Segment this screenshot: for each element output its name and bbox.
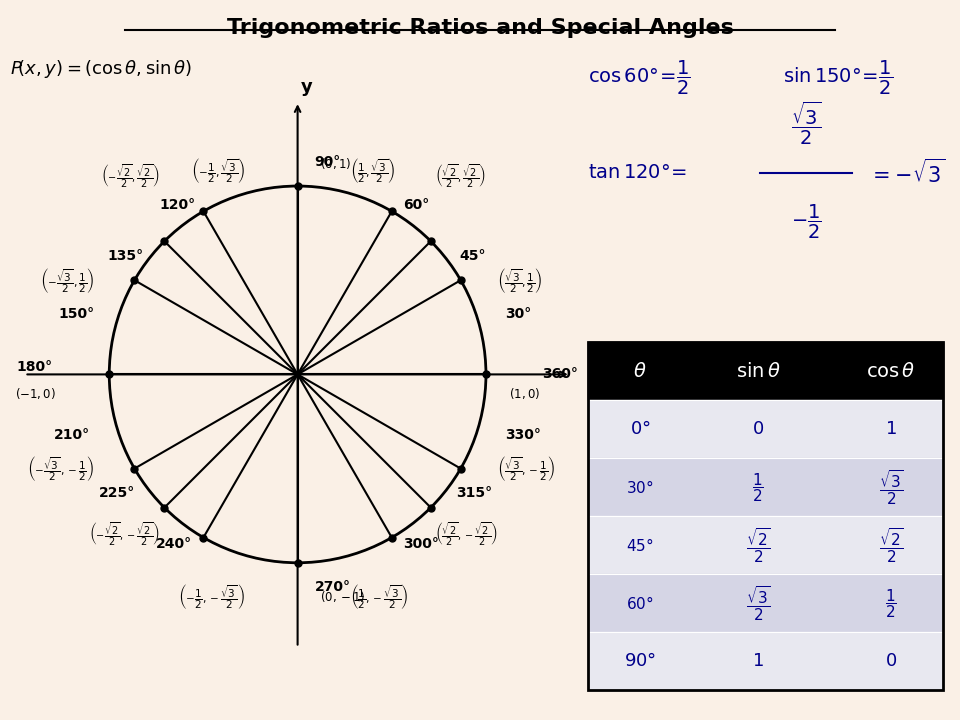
Bar: [588, 400, 943, 458]
Text: $(0,1)$: $(0,1)$: [321, 156, 351, 171]
Text: $\left(\dfrac{\sqrt{3}}{2},\dfrac{1}{2}\right)$: $\left(\dfrac{\sqrt{3}}{2},\dfrac{1}{2}\…: [497, 266, 542, 294]
Text: $\dfrac{\sqrt{3}}{2}$: $\dfrac{\sqrt{3}}{2}$: [878, 468, 903, 507]
Bar: [588, 575, 943, 632]
Text: $(-1,0)$: $(-1,0)$: [15, 386, 56, 401]
Text: $\left(\dfrac{1}{2},-\dfrac{\sqrt{3}}{2}\right)$: $\left(\dfrac{1}{2},-\dfrac{\sqrt{3}}{2}…: [350, 582, 409, 611]
Text: $90°$: $90°$: [624, 652, 656, 670]
Text: 360°: 360°: [542, 367, 578, 382]
Text: 210°: 210°: [55, 428, 90, 441]
Text: 135°: 135°: [107, 248, 143, 263]
Text: $\dfrac{1}{2}$: $\dfrac{1}{2}$: [753, 471, 764, 503]
Text: 45°: 45°: [460, 248, 486, 263]
Text: 90°: 90°: [315, 155, 341, 168]
Text: $\left(-\dfrac{\sqrt{3}}{2},\dfrac{1}{2}\right)$: $\left(-\dfrac{\sqrt{3}}{2},\dfrac{1}{2}…: [40, 266, 94, 294]
Text: 315°: 315°: [456, 486, 492, 500]
Text: 60°: 60°: [403, 198, 429, 212]
Text: $45°$: $45°$: [626, 536, 654, 554]
Text: Trigonometric Ratios and Special Angles: Trigonometric Ratios and Special Angles: [227, 18, 733, 38]
Text: 300°: 300°: [403, 537, 439, 551]
Text: $\left(\dfrac{\sqrt{3}}{2},-\dfrac{1}{2}\right)$: $\left(\dfrac{\sqrt{3}}{2},-\dfrac{1}{2}…: [497, 454, 556, 483]
Text: $(0,-1)$: $(0,-1)$: [321, 589, 366, 604]
Text: $0$: $0$: [885, 652, 898, 670]
Text: $\dfrac{\sqrt{2}}{2}$: $\dfrac{\sqrt{2}}{2}$: [746, 526, 771, 564]
Text: $\left(\dfrac{1}{2},\dfrac{\sqrt{3}}{2}\right)$: $\left(\dfrac{1}{2},\dfrac{\sqrt{3}}{2}\…: [350, 156, 396, 186]
Text: 120°: 120°: [159, 198, 196, 212]
Text: $0$: $0$: [753, 420, 764, 438]
Text: $\tan 120°\!=\!$: $\tan 120°\!=\!$: [588, 163, 686, 182]
Text: 330°: 330°: [505, 428, 540, 441]
Text: 270°: 270°: [315, 580, 350, 594]
Text: $0°$: $0°$: [630, 420, 650, 438]
Text: $\sin\theta$: $\sin\theta$: [736, 361, 780, 381]
Text: $\left(-\dfrac{\sqrt{2}}{2},-\dfrac{\sqrt{2}}{2}\right)$: $\left(-\dfrac{\sqrt{2}}{2},-\dfrac{\sqr…: [89, 521, 160, 549]
Bar: [588, 516, 943, 575]
Text: $1$: $1$: [885, 420, 898, 438]
Text: $\cos 60°\!=\!\dfrac{1}{2}$: $\cos 60°\!=\!\dfrac{1}{2}$: [588, 59, 690, 96]
Text: $\theta$: $\theta$: [634, 361, 647, 381]
Text: $=\!-\!\sqrt{3}$: $=\!-\!\sqrt{3}$: [868, 158, 946, 187]
Text: $\cos\theta$: $\cos\theta$: [867, 361, 916, 381]
Text: $\dfrac{\sqrt{3}}{2}$: $\dfrac{\sqrt{3}}{2}$: [746, 584, 771, 623]
Text: $1$: $1$: [753, 652, 764, 670]
Text: 180°: 180°: [16, 360, 53, 374]
Text: 240°: 240°: [156, 537, 192, 551]
Text: $-\dfrac{1}{2}$: $-\dfrac{1}{2}$: [791, 203, 822, 240]
Bar: [588, 458, 943, 516]
Bar: [588, 632, 943, 690]
Text: $\dfrac{1}{2}$: $\dfrac{1}{2}$: [885, 587, 897, 620]
Bar: [588, 342, 943, 400]
Text: $\sin 150°\!=\!\dfrac{1}{2}$: $\sin 150°\!=\!\dfrac{1}{2}$: [783, 59, 894, 96]
Text: $\left(-\dfrac{1}{2},\dfrac{\sqrt{3}}{2}\right)$: $\left(-\dfrac{1}{2},\dfrac{\sqrt{3}}{2}…: [191, 156, 245, 186]
Text: 225°: 225°: [100, 486, 135, 500]
Text: 30°: 30°: [505, 307, 531, 321]
Text: $P\!\left(x,y\right)=\left(\cos\theta,\sin\theta\right)$: $P\!\left(x,y\right)=\left(\cos\theta,\s…: [10, 58, 192, 80]
Text: $\left(-\dfrac{\sqrt{2}}{2},\dfrac{\sqrt{2}}{2}\right)$: $\left(-\dfrac{\sqrt{2}}{2},\dfrac{\sqrt…: [101, 163, 160, 190]
Text: 150°: 150°: [58, 307, 94, 321]
Text: $\left(\dfrac{\sqrt{2}}{2},-\dfrac{\sqrt{2}}{2}\right)$: $\left(\dfrac{\sqrt{2}}{2},-\dfrac{\sqrt…: [435, 521, 497, 549]
Text: $\dfrac{\sqrt{3}}{2}$: $\dfrac{\sqrt{3}}{2}$: [791, 100, 822, 148]
Text: $\left(-\dfrac{\sqrt{3}}{2},-\dfrac{1}{2}\right)$: $\left(-\dfrac{\sqrt{3}}{2},-\dfrac{1}{2…: [27, 454, 94, 483]
Text: y: y: [301, 78, 313, 96]
Text: $(1,0)$: $(1,0)$: [509, 386, 540, 401]
Text: $\dfrac{\sqrt{2}}{2}$: $\dfrac{\sqrt{2}}{2}$: [878, 526, 903, 564]
Text: $30°$: $30°$: [626, 479, 654, 496]
Text: $\left(-\dfrac{1}{2},-\dfrac{\sqrt{3}}{2}\right)$: $\left(-\dfrac{1}{2},-\dfrac{\sqrt{3}}{2…: [178, 582, 245, 611]
Text: $60°$: $60°$: [626, 595, 654, 612]
Text: $\left(\dfrac{\sqrt{2}}{2},\dfrac{\sqrt{2}}{2}\right)$: $\left(\dfrac{\sqrt{2}}{2},\dfrac{\sqrt{…: [435, 163, 486, 190]
